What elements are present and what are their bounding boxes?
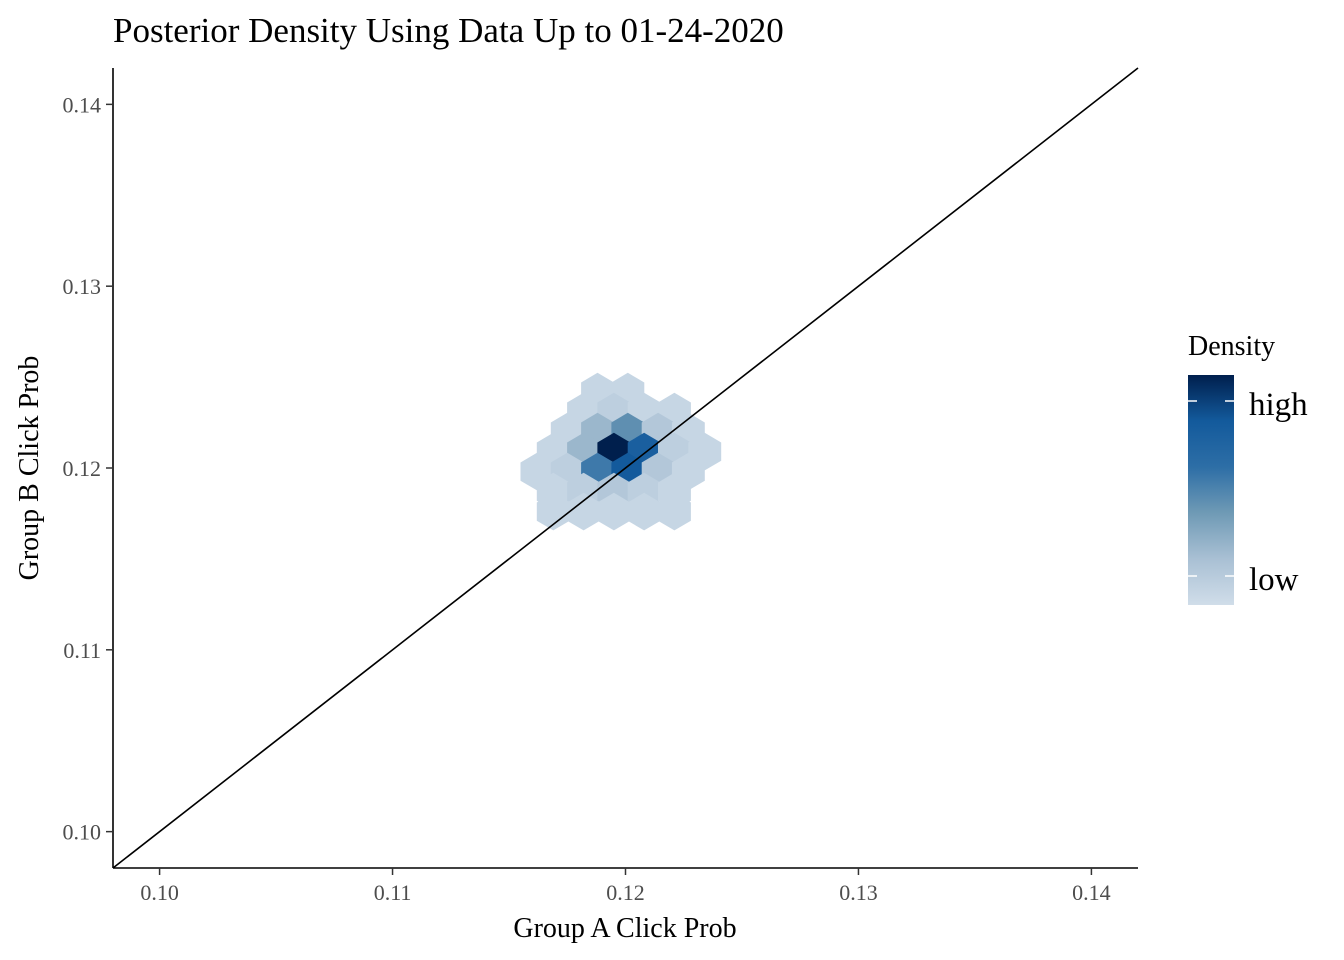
legend-title: Density — [1188, 331, 1275, 362]
hex-bins — [520, 372, 722, 531]
y-axis-ticks: 0.10 0.11 0.12 0.13 0.14 — [63, 92, 113, 845]
legend-label-low: low — [1249, 562, 1299, 598]
legend-label-high: high — [1249, 387, 1308, 423]
hex-bin — [597, 492, 631, 531]
y-tick-label: 0.10 — [63, 820, 102, 845]
legend: Density high low — [1188, 331, 1308, 605]
x-tick-label: 0.14 — [1072, 880, 1111, 905]
y-tick-label: 0.13 — [63, 274, 102, 299]
x-tick-label: 0.10 — [140, 880, 179, 905]
x-tick-label: 0.13 — [839, 880, 878, 905]
hex-bin — [627, 492, 661, 531]
x-tick-label: 0.12 — [606, 880, 645, 905]
y-tick-label: 0.11 — [63, 638, 101, 663]
hex-bin — [536, 492, 570, 531]
y-axis-title: Group B Click Prob — [14, 356, 45, 581]
x-axis-ticks: 0.10 0.11 0.12 0.13 0.14 — [140, 868, 1111, 905]
x-axis-title: Group A Click Prob — [513, 913, 736, 944]
hex-bin — [567, 492, 600, 531]
legend-colorbar — [1188, 375, 1234, 605]
hex-bin — [658, 492, 691, 531]
x-tick-label: 0.11 — [374, 880, 412, 905]
reference-line-y-equals-x — [112, 67, 1139, 869]
chart-title: Posterior Density Using Data Up to 01-24… — [113, 11, 784, 50]
y-tick-label: 0.14 — [63, 92, 102, 117]
y-tick-label: 0.12 — [63, 456, 102, 481]
